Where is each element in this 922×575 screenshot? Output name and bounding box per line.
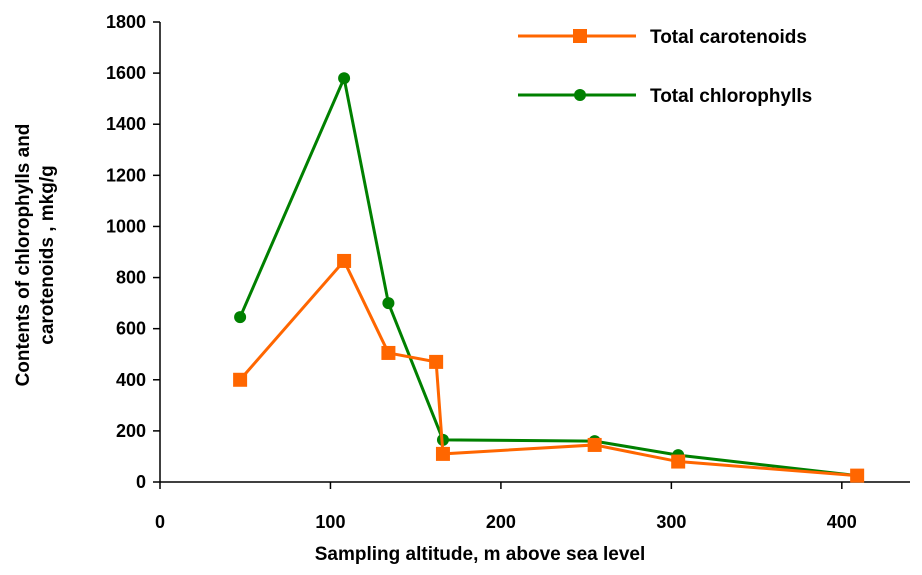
data-point-square [429,354,444,369]
y-tick-label: 800 [116,268,146,288]
x-axis-title: Sampling altitude, m above sea level [315,544,646,565]
y-axis-title: Contents of chlorophylls and carotenoids… [13,124,58,387]
data-point-square [435,446,450,461]
data-point-square [337,253,352,268]
legend-label: Total chlorophylls [650,86,812,107]
x-tick-label: 0 [155,512,165,532]
data-point-square [671,454,686,469]
y-tick-label: 1200 [106,165,146,185]
x-tick-label: 100 [315,512,345,532]
legend-label: Total carotenoids [650,27,807,48]
axes: 0 200 400 600 800 1000 1200 1400 1600 1800 0 100 200… [106,12,910,532]
y-tick-label: 1800 [106,12,146,32]
y-tick-label: 400 [116,370,146,390]
series-line [238,258,858,478]
series-line [238,73,858,478]
data-point-circle [234,311,247,324]
y-tick-label: 1000 [106,216,146,236]
x-tick-label: 400 [827,512,857,532]
series-total-carotenoids [233,253,865,483]
data-point-square [233,372,248,387]
data-point-square [381,345,396,360]
legend-item: Total chlorophylls [518,86,812,107]
y-tick-label: 1400 [106,114,146,134]
legend-item: Total carotenoids [518,27,807,48]
y-tick-label: 200 [116,421,146,441]
y-axis-title-line-2: carotenoids , mkg/g [37,165,58,344]
x-tick-label: 200 [486,512,516,532]
data-point-square [587,437,602,452]
data-point-circle [338,72,351,85]
y-tick-label: 0 [136,472,146,492]
x-tick-label: 300 [656,512,686,532]
legend-marker-circle [574,89,586,101]
y-axis-title-line-1: Contents of chlorophylls and [13,124,34,387]
series-layer [233,72,865,483]
legend: Total carotenoids Total chlorophylls [518,27,812,107]
y-tick-label: 600 [116,319,146,339]
data-point-circle [382,297,395,310]
data-point-square [850,468,865,483]
legend-marker-square [573,29,587,43]
y-tick-label: 1600 [106,63,146,83]
